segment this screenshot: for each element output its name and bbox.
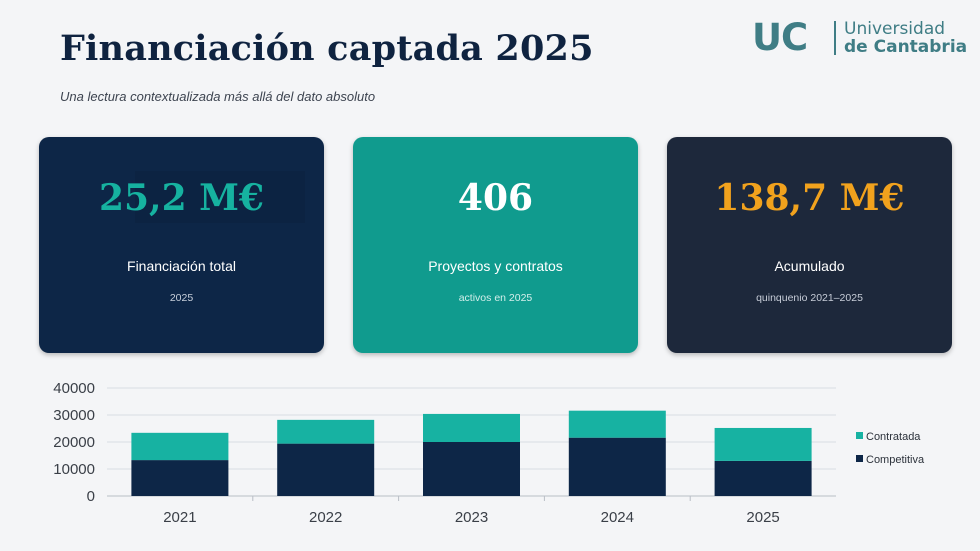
- kpi-label: Proyectos y contratos: [428, 258, 563, 274]
- kpi-value: 138,7 M€: [714, 177, 905, 219]
- legend-label-contratada: Contratada: [866, 431, 921, 443]
- y-tick-label: 0: [87, 488, 95, 505]
- y-tick-label: 30000: [53, 407, 95, 424]
- y-tick-label: 10000: [53, 461, 95, 478]
- bar-competitiva-2022: [277, 443, 375, 496]
- value-highlight: [135, 171, 305, 223]
- bar-competitiva-2023: [423, 442, 520, 496]
- bar-contratada-2023: [423, 413, 520, 442]
- kpi-note: 2025: [169, 292, 194, 304]
- kpi-label: Acumulado: [774, 258, 845, 274]
- kpi-card-funding: 25,2 M€ Financiación total 2025: [39, 137, 324, 353]
- logo-separator: [834, 21, 836, 55]
- logo-mark: UC: [752, 16, 808, 59]
- x-tick-label: 2021: [163, 509, 196, 526]
- bar-competitiva-2025: [714, 460, 812, 496]
- bar-competitiva-2021: [131, 460, 229, 496]
- legend-label-competitiva: Competitiva: [866, 454, 925, 466]
- x-tick-label: 2022: [309, 509, 342, 526]
- page-title: Financiación captada 2025: [60, 28, 594, 69]
- kpi-card-projects: 406 Proyectos y contratos activos en 202…: [353, 137, 638, 353]
- page-subtitle: Una lectura contextualizada más allá del…: [60, 89, 376, 104]
- x-tick-label: 2025: [746, 509, 779, 526]
- legend-swatch-competitiva: [856, 455, 863, 462]
- bar-contratada-2021: [131, 432, 229, 461]
- bar-contratada-2024: [568, 410, 666, 438]
- y-tick-label: 40000: [53, 380, 95, 397]
- kpi-note: quinquenio 2021–2025: [756, 292, 863, 304]
- legend-swatch-contratada: [856, 432, 863, 439]
- y-tick-label: 20000: [53, 434, 95, 451]
- kpi-value: 406: [457, 177, 534, 219]
- stacked-bar-chart: 0 10000 20000 30000 40000 2021 2022 2023 2024 202…: [53, 380, 925, 526]
- x-tick-label: 2024: [601, 509, 634, 526]
- kpi-value: 25,2 M€: [98, 177, 265, 219]
- kpi-label: Financiación total: [127, 258, 236, 274]
- logo-line-1: Universidad: [844, 19, 946, 39]
- x-tick-label: 2023: [455, 509, 488, 526]
- kpi-card-accumulated: 138,7 M€ Acumulado quinquenio 2021–2025: [667, 137, 952, 353]
- bar-contratada-2025: [714, 427, 812, 461]
- logo-line-2: de Cantabria: [844, 37, 968, 57]
- bar-contratada-2022: [277, 419, 375, 444]
- bar-competitiva-2024: [568, 437, 666, 496]
- kpi-note: activos en 2025: [458, 292, 533, 304]
